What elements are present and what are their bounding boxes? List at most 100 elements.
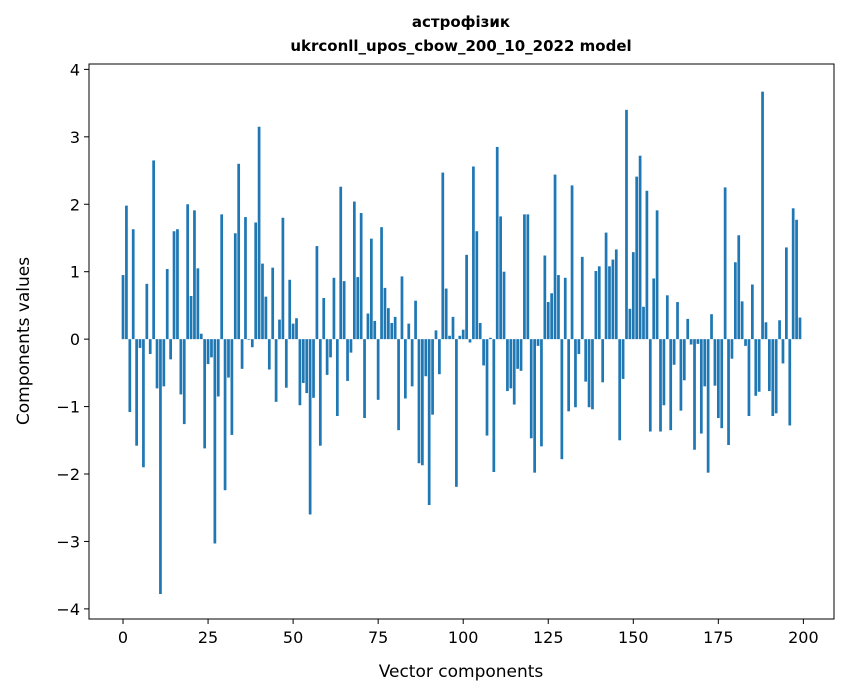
bar-82: [400, 276, 404, 340]
bar-92: [434, 330, 438, 340]
bar-135: [580, 256, 584, 340]
bar-121: [533, 339, 536, 473]
bar-26: [210, 339, 213, 358]
bar-171: [703, 339, 707, 387]
bar-79: [390, 322, 394, 340]
bar-29: [220, 214, 224, 340]
bar-155: [648, 339, 652, 432]
bar-119: [526, 214, 530, 340]
bar-2: [128, 339, 132, 412]
bar-128: [557, 275, 560, 340]
bar-40: [257, 126, 261, 340]
bar-56: [312, 339, 315, 398]
bar-103: [472, 166, 475, 340]
bar-182: [740, 301, 744, 340]
bar-160: [665, 295, 669, 340]
bar-72: [366, 313, 370, 340]
bar-98: [455, 339, 458, 487]
x-axis-ticks: 0 25 50 75 100 125 150 175 200: [118, 619, 819, 647]
bar-69: [356, 277, 360, 340]
bar-64: [339, 186, 343, 340]
bar-114: [509, 339, 513, 389]
bar-21: [193, 210, 196, 340]
y-tick-label: −3: [56, 532, 80, 551]
bar-46: [278, 319, 281, 340]
bar-144: [611, 259, 615, 340]
bar-57: [315, 246, 319, 340]
bar-130: [563, 277, 567, 340]
bar-94: [441, 172, 445, 340]
bar-149: [628, 308, 632, 340]
bar-129: [560, 339, 564, 460]
bar-131: [567, 339, 571, 412]
bar-148: [625, 109, 628, 340]
bar-15: [172, 231, 176, 340]
bar-83: [404, 339, 407, 399]
bar-34: [237, 163, 241, 340]
y-tick-label: 0: [70, 330, 80, 349]
bar-173: [710, 314, 713, 340]
bar-142: [604, 232, 608, 340]
bar-59: [322, 298, 326, 340]
bar-97: [451, 316, 455, 340]
bar-194: [781, 339, 785, 364]
x-tick-label: 175: [703, 628, 734, 647]
bar-174: [713, 339, 717, 386]
bar-147: [621, 339, 625, 379]
bar-20: [189, 295, 193, 340]
bar-133: [574, 339, 577, 408]
bar-115: [512, 339, 516, 405]
bar-14: [169, 339, 172, 360]
bar-80: [393, 316, 397, 340]
bar-197: [791, 208, 795, 340]
bar-85: [410, 339, 414, 387]
bar-37: [247, 339, 251, 340]
bar-22: [196, 268, 200, 340]
bar-43: [267, 339, 271, 370]
bar-99: [458, 335, 462, 340]
bar-154: [645, 190, 649, 340]
bar-161: [669, 339, 673, 431]
bar-70: [359, 213, 363, 340]
bar-151: [635, 176, 639, 340]
x-tick-label: 100: [448, 628, 479, 647]
bar-62: [332, 277, 336, 340]
bar-124: [543, 255, 547, 340]
y-tick-label: −4: [56, 600, 80, 619]
bar-series: [121, 91, 802, 595]
y-axis-label: Components values: [14, 257, 34, 425]
bar-4: [135, 339, 138, 446]
bar-88: [421, 339, 424, 466]
bar-25: [206, 339, 210, 365]
bar-108: [489, 337, 492, 340]
bar-125: [546, 302, 550, 340]
bar-13: [165, 269, 169, 340]
x-tick-label: 75: [368, 628, 388, 647]
bar-95: [444, 288, 448, 340]
bar-162: [672, 339, 676, 365]
bar-199: [798, 317, 802, 340]
bar-112: [502, 271, 506, 340]
bar-122: [536, 339, 540, 346]
bar-87: [417, 339, 421, 464]
bar-90: [427, 339, 431, 506]
bar-38: [250, 339, 254, 348]
x-tick-label: 125: [533, 628, 564, 647]
x-tick-label: 50: [283, 628, 303, 647]
bar-60: [325, 339, 329, 375]
bar-50: [291, 323, 295, 340]
plot-frame: [88, 63, 835, 620]
bar-27: [213, 339, 217, 544]
bar-74: [373, 320, 377, 340]
x-tick-label: 200: [788, 628, 819, 647]
bar-138: [591, 339, 594, 410]
bar-126: [550, 293, 554, 340]
bar-0: [121, 275, 125, 340]
bar-18: [182, 339, 186, 425]
bar-11: [159, 339, 162, 595]
x-tick-label: 150: [618, 628, 649, 647]
bar-116: [516, 339, 519, 369]
bar-35: [240, 339, 244, 369]
bar-176: [720, 339, 724, 429]
